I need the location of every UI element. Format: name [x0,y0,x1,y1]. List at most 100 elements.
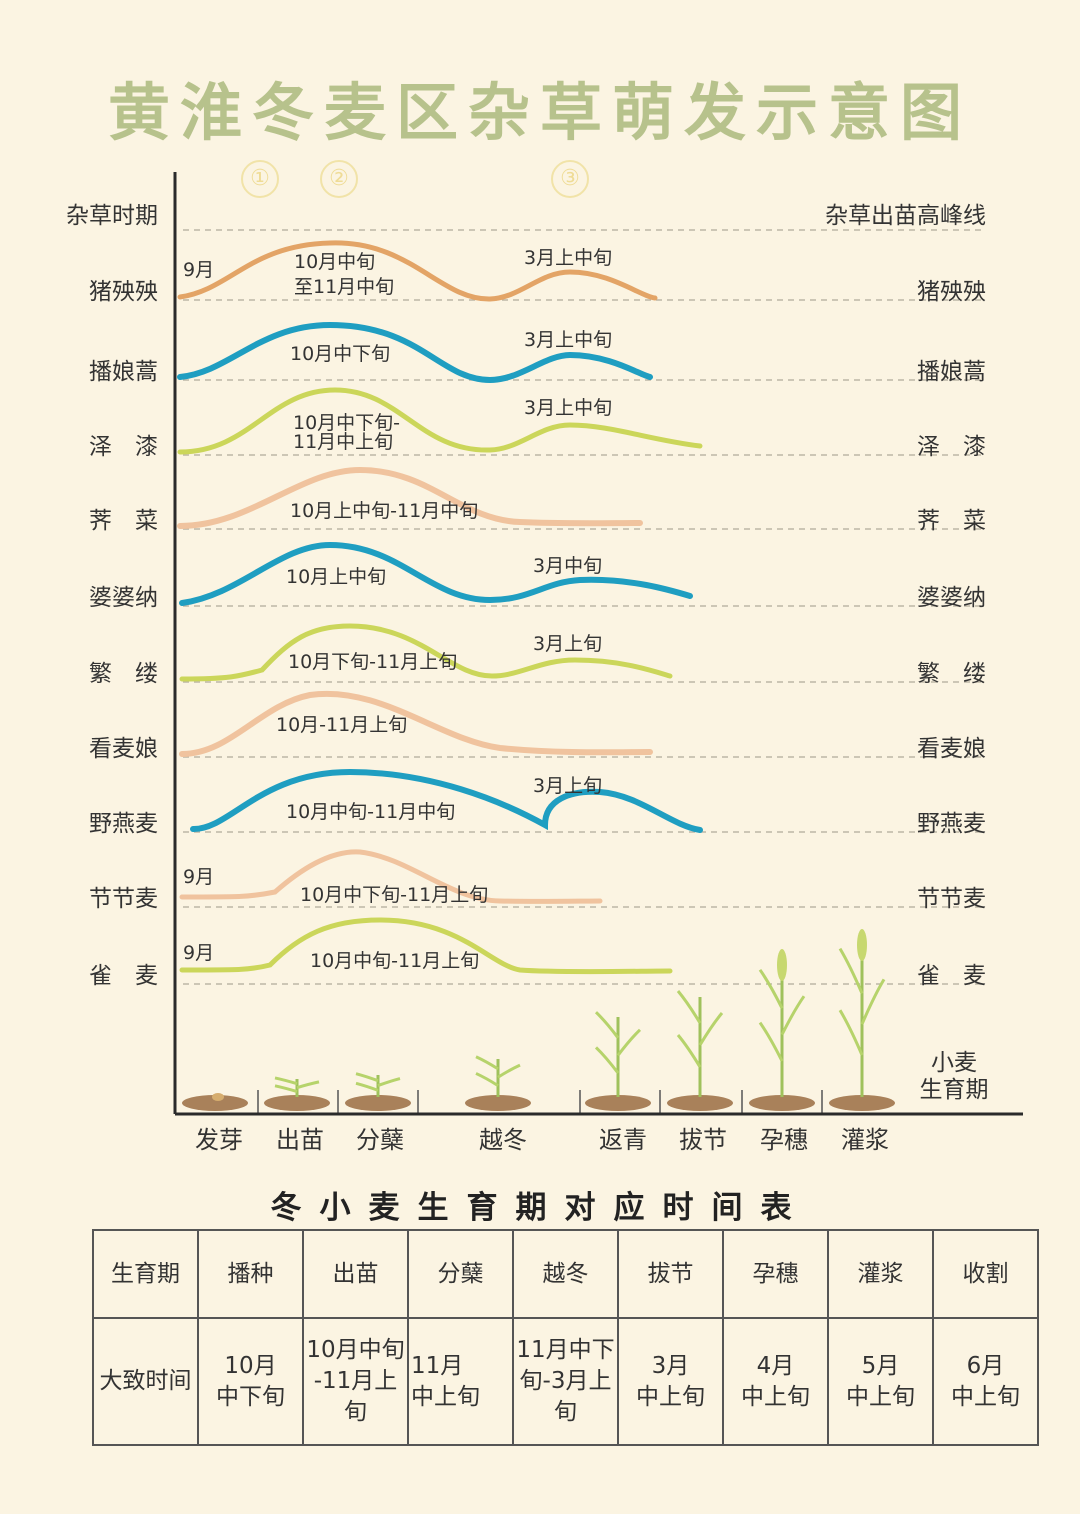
table-cell: 5月 中上旬 [827,1317,934,1446]
wheat-leaf [475,1072,499,1087]
table-cell: 大致时间 [92,1317,199,1446]
marker-3: ③ [551,160,589,198]
weed-name-right: 婆婆纳 [917,585,986,611]
wheat-leaf [698,1012,724,1046]
emergence-curve [179,541,693,606]
curve-label: 10月上中旬 [286,566,386,588]
soil-mound [465,1095,531,1111]
weed-name-left: 播娘蒿 [89,359,158,385]
table-header-cell: 孕穗 [722,1229,829,1319]
wheat-leaf [274,1084,298,1094]
weed-name-left: 猪殃殃 [89,279,158,305]
wheat-leaf [860,978,886,1025]
soil-mound [264,1095,330,1111]
table-cell: 3月 中上旬 [617,1317,724,1446]
emergence-curve [177,387,703,455]
page-title: 黄淮冬麦区杂草萌发示意图 [107,76,972,149]
curve-label: 10月-11月上旬 [276,714,407,736]
curve-label: 3月上中旬 [524,329,612,351]
table-header-cell: 播种 [197,1229,304,1319]
table-header-cell: 分蘖 [407,1229,514,1319]
stage-label: 分蘖 [356,1126,404,1154]
curve-label: 10月中旬 [294,251,375,273]
weed-name-right: 荠 菜 [917,508,986,534]
emergence-curve [179,623,673,682]
wheat-leaf [594,1046,620,1074]
weed-name-left: 荠 菜 [89,508,158,534]
weed-name-right: 泽 漆 [917,434,986,460]
curve-label: 3月上中旬 [524,247,612,269]
curve-label: 10月中旬-11月上旬 [310,950,479,972]
stage-label: 灌浆 [841,1126,889,1154]
weed-name-left: 婆婆纳 [89,585,158,611]
weed-name-right: 看麦娘 [917,736,986,762]
soil-mound [345,1095,411,1111]
weed-name-left: 泽 漆 [89,434,158,460]
curve-label: 10月中下旬-11月上旬 [300,884,488,906]
weed-name-left: 雀 麦 [89,963,158,989]
weed-name-right: 猪殃殃 [917,279,986,305]
header-left-label: 杂草时期 [66,203,158,229]
soil-mound [749,1095,815,1111]
soil-mound [829,1095,895,1111]
marker-1: ① [241,160,279,198]
wheat-leaf [676,1034,702,1068]
emergence-curve [179,690,653,757]
weed-name-right: 节节麦 [917,886,986,912]
stage-label: 发芽 [195,1126,243,1154]
table-header-cell: 收割 [932,1229,1039,1319]
weed-name-left: 节节麦 [89,886,158,912]
emergence-curve [177,321,653,384]
marker-2: ② [320,160,358,198]
curve-label: 10月中旬-11月中旬 [286,801,455,823]
table-cell: 6月 中上旬 [932,1317,1039,1446]
weed-name-right: 野燕麦 [917,811,986,837]
curve-label: 3月中旬 [533,555,602,577]
growth-period-label: 小麦 生育期 [919,1050,989,1103]
stage-label: 返青 [599,1126,647,1154]
emergence-curve [190,768,703,833]
table-header-cell: 拔节 [617,1229,724,1319]
wheat-ear [857,929,867,961]
curve-label: 10月下旬-11月上旬 [288,651,457,673]
curve-label: 3月上旬 [533,633,602,655]
wheat-leaf [594,1011,620,1039]
curve-label: 10月上中旬-11月中旬 [290,500,478,522]
wheat-leaf [497,1063,521,1079]
soil-mound [667,1095,733,1111]
wheat-ear [777,949,787,981]
weed-name-right: 雀 麦 [917,963,986,989]
table-cell: 4月 中上旬 [722,1317,829,1446]
curve-label: 9月 [183,866,214,888]
weed-name-left: 繁 缕 [89,661,158,687]
stage-label: 拔节 [679,1126,727,1154]
table-title: 冬小麦生育期对应时间表 [270,1190,810,1226]
wheat-leaf [838,947,864,994]
curve-label: 9月 [183,942,214,964]
header-right-label: 杂草出苗高峰线 [825,203,986,229]
emergence-curve [177,466,643,529]
curve-label: 3月上旬 [533,775,602,797]
curve-label: 3月上中旬 [524,397,612,419]
wheat-leaf [355,1081,379,1092]
curve-label: 至11月中旬 [294,276,394,298]
table-cell: 10月 中下旬 [197,1317,304,1446]
table-header-cell: 灌浆 [827,1229,934,1319]
curve-label: 10月中下旬- [293,412,400,434]
table-cell: 11月中下 旬-3月上 旬 [512,1317,619,1446]
emergence-curve [179,849,603,904]
weed-name-right: 繁 缕 [917,661,986,687]
table-header-cell: 生育期 [92,1229,199,1319]
soil-mound [585,1095,651,1111]
weed-name-left: 看麦娘 [89,736,158,762]
emergence-curve [179,917,673,975]
wheat-leaf [296,1080,320,1090]
wheat-leaf [377,1077,401,1087]
table-header-cell: 出苗 [302,1229,409,1319]
curve-label: 9月 [183,259,214,281]
wheat-leaf [780,995,806,1036]
stage-label: 越冬 [479,1126,527,1154]
table-cell: 11月 中上旬 [407,1317,514,1446]
wheat-leaf [475,1055,499,1071]
